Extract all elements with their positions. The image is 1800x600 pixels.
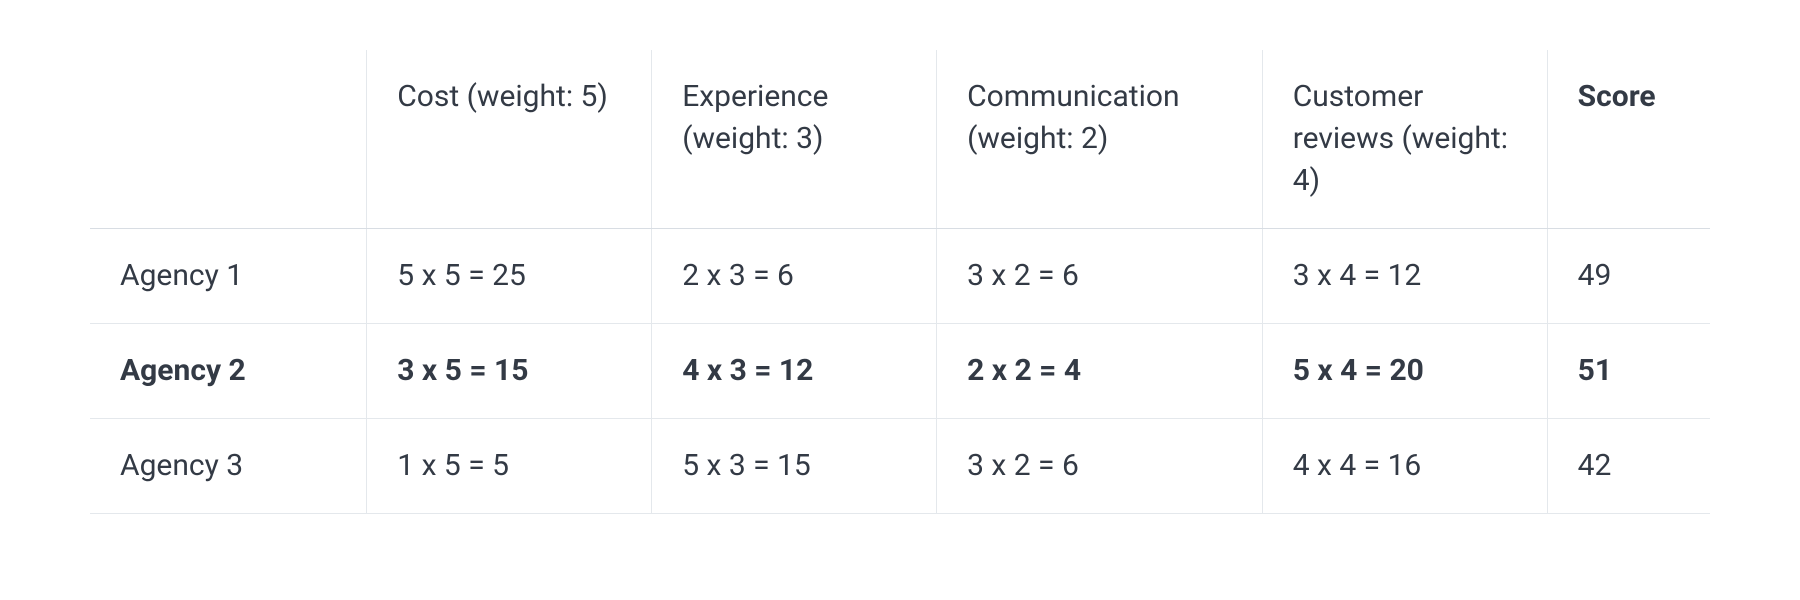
cell-reviews: 3 x 4 = 12 xyxy=(1262,229,1547,324)
cell-cost: 5 x 5 = 25 xyxy=(367,229,652,324)
cell-reviews: 4 x 4 = 16 xyxy=(1262,419,1547,514)
table-row: Agency 2 3 x 5 = 15 4 x 3 = 12 2 x 2 = 4… xyxy=(90,324,1710,419)
cell-experience: 5 x 3 = 15 xyxy=(652,419,937,514)
cell-score: 42 xyxy=(1547,419,1710,514)
table-wrapper: Cost (weight: 5) Experience (weight: 3) … xyxy=(0,0,1800,564)
col-header-score: Score xyxy=(1547,50,1710,229)
cell-cost: 1 x 5 = 5 xyxy=(367,419,652,514)
col-header-rowlabel xyxy=(90,50,367,229)
cell-reviews: 5 x 4 = 20 xyxy=(1262,324,1547,419)
cell-experience: 2 x 3 = 6 xyxy=(652,229,937,324)
table-header-row: Cost (weight: 5) Experience (weight: 3) … xyxy=(90,50,1710,229)
col-header-communication: Communication (weight: 2) xyxy=(937,50,1263,229)
cell-cost: 3 x 5 = 15 xyxy=(367,324,652,419)
col-header-reviews: Customer reviews (weight: 4) xyxy=(1262,50,1547,229)
col-header-experience: Experience (weight: 3) xyxy=(652,50,937,229)
table-body: Agency 1 5 x 5 = 25 2 x 3 = 6 3 x 2 = 6 … xyxy=(90,229,1710,514)
row-label: Agency 2 xyxy=(90,324,367,419)
cell-score: 49 xyxy=(1547,229,1710,324)
table-row: Agency 3 1 x 5 = 5 5 x 3 = 15 3 x 2 = 6 … xyxy=(90,419,1710,514)
cell-communication: 3 x 2 = 6 xyxy=(937,229,1263,324)
decision-matrix-table: Cost (weight: 5) Experience (weight: 3) … xyxy=(90,50,1710,514)
cell-experience: 4 x 3 = 12 xyxy=(652,324,937,419)
cell-communication: 3 x 2 = 6 xyxy=(937,419,1263,514)
row-label: Agency 1 xyxy=(90,229,367,324)
row-label: Agency 3 xyxy=(90,419,367,514)
cell-score: 51 xyxy=(1547,324,1710,419)
col-header-cost: Cost (weight: 5) xyxy=(367,50,652,229)
table-row: Agency 1 5 x 5 = 25 2 x 3 = 6 3 x 2 = 6 … xyxy=(90,229,1710,324)
cell-communication: 2 x 2 = 4 xyxy=(937,324,1263,419)
